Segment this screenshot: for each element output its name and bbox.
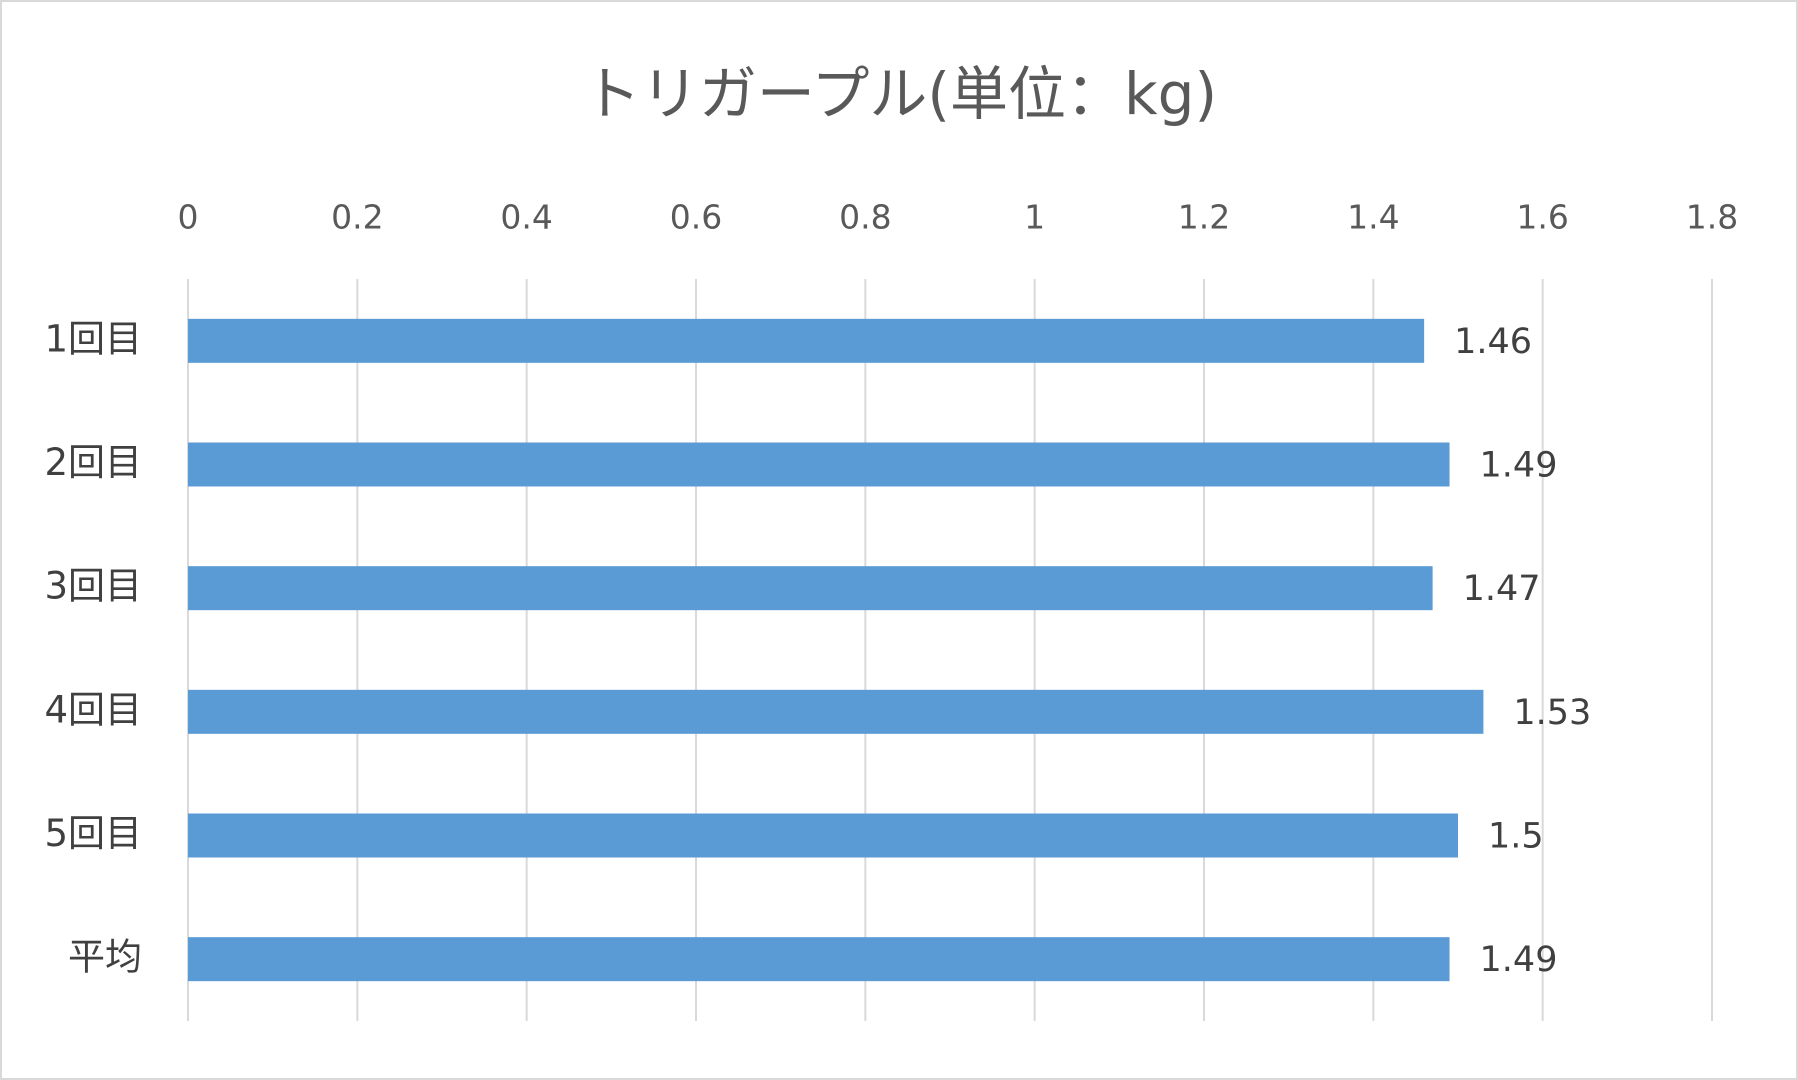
x-tick-label: 1 xyxy=(1024,198,1045,237)
bar xyxy=(188,442,1450,487)
data-label: 1.46 xyxy=(1454,322,1532,362)
y-tick-label: 2回目 xyxy=(44,441,142,484)
bar xyxy=(188,813,1458,858)
y-tick-label: 1回目 xyxy=(44,317,142,360)
data-label: 1.5 xyxy=(1488,817,1544,857)
x-tick-label: 1.2 xyxy=(1178,198,1230,237)
bar xyxy=(188,566,1433,611)
x-tick-label: 0.2 xyxy=(331,198,383,237)
data-label: 1.49 xyxy=(1480,446,1558,486)
data-label: 1.47 xyxy=(1463,569,1541,609)
x-tick-label: 1.8 xyxy=(1686,198,1738,237)
x-tick-label: 0.8 xyxy=(839,198,891,237)
bar xyxy=(188,689,1484,734)
y-tick-label: 4回目 xyxy=(44,688,142,731)
y-tick-label: 5回目 xyxy=(44,812,142,855)
data-label: 1.53 xyxy=(1513,693,1591,733)
x-tick-label: 0.6 xyxy=(670,198,722,237)
x-tick-label: 1.6 xyxy=(1516,198,1568,237)
bar xyxy=(188,937,1450,982)
chart-title: トリガープル(単位：kg) xyxy=(583,60,1217,128)
x-tick-label: 1.4 xyxy=(1347,198,1399,237)
y-tick-label: 3回目 xyxy=(44,565,142,608)
x-tick-label: 0.4 xyxy=(500,198,552,237)
x-tick-label: 0 xyxy=(178,198,199,237)
bar xyxy=(188,318,1425,363)
y-tick-label: 平均 xyxy=(68,936,142,979)
data-label: 1.49 xyxy=(1480,940,1558,980)
